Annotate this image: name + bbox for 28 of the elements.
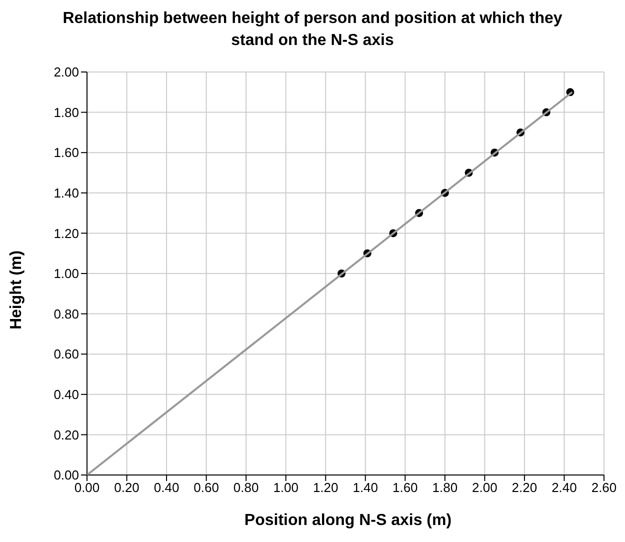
y-tick-label: 1.00 [54,266,79,282]
x-tick-label: 2.40 [552,480,577,496]
x-tick-label: 0.20 [114,480,140,496]
x-tick-label: 2.60 [591,480,617,496]
y-tick-label: 0.60 [54,346,79,362]
x-tick-label: 0.40 [154,480,180,496]
y-tick-label: 1.60 [54,145,79,160]
x-tick-label: 2.00 [472,480,498,496]
y-tick-label: 0.40 [54,387,79,402]
x-tick-label: 2.20 [512,480,538,496]
y-tick-label: 1.40 [54,186,79,201]
x-tick-label: 0.80 [233,480,259,496]
x-tick-label: 1.00 [273,480,298,496]
y-tick-label: 1.20 [54,226,79,241]
y-tick-label: 0.20 [54,427,79,442]
x-tick-label: 0.00 [74,480,100,496]
y-axis-title: Height (m) [8,250,26,330]
chart-title: Relationship between height of person and position at which they stand on the N-S axis [62,9,564,51]
y-tick-label: 2.00 [54,64,79,80]
x-tick-label: 0.60 [194,480,219,496]
y-tick-label: 1.80 [54,104,79,120]
x-tick-label: 1.60 [392,480,418,496]
y-tick-label: 0.80 [54,306,79,322]
x-axis-title: Position along N-S axis (m) [243,512,453,530]
x-tick-label: 1.80 [432,480,458,496]
x-tick-label: 1.40 [352,480,378,496]
y-tick-label: 0.00 [54,468,79,483]
x-tick-label: 1.20 [312,480,338,496]
